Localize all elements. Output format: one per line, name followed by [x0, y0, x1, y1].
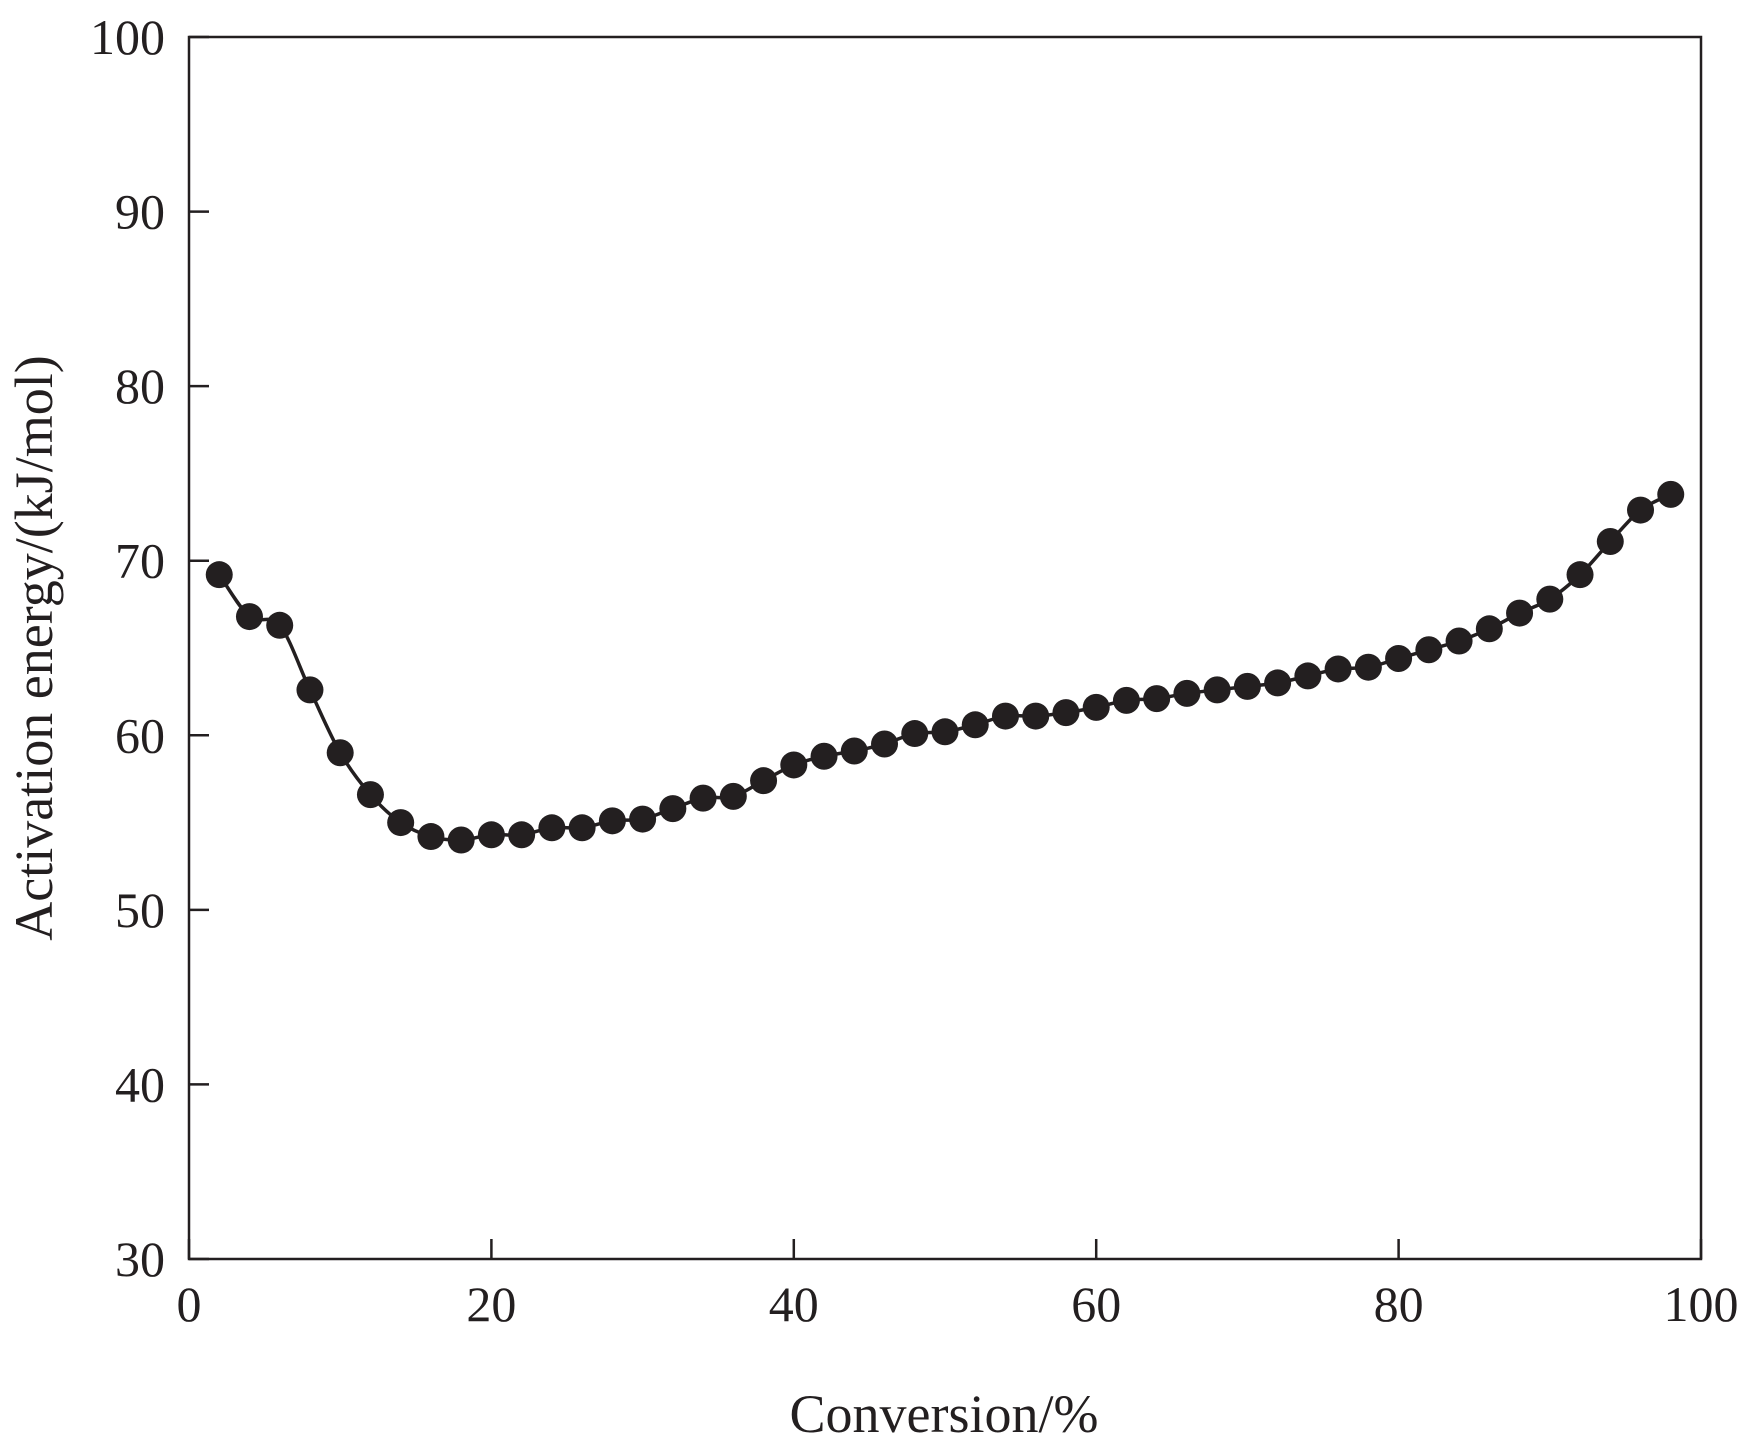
x-tick-label: 0 — [177, 1276, 202, 1332]
plot-frame — [187, 35, 1703, 1261]
fit-line — [217, 492, 1672, 842]
data-point — [901, 720, 929, 748]
data-point — [508, 821, 536, 849]
data-point — [1082, 693, 1110, 721]
data-point — [1233, 672, 1261, 700]
data-point — [1264, 669, 1292, 697]
data-point — [1324, 655, 1352, 683]
data-point — [1415, 636, 1443, 664]
data-point — [417, 823, 445, 851]
x-tick-label: 40 — [769, 1276, 819, 1332]
tick-labels: 0 20 40 60 80 100 30 40 50 60 70 80 90 100 — [90, 9, 1739, 1332]
data-point — [1112, 686, 1140, 714]
data-point — [1627, 496, 1655, 524]
data-point — [810, 742, 838, 770]
data-point — [1566, 561, 1594, 589]
data-point — [840, 737, 868, 765]
data-point — [356, 781, 384, 809]
data-point — [205, 561, 233, 589]
data-point — [1203, 676, 1231, 704]
data-point — [780, 751, 808, 779]
x-tick-label: 20 — [466, 1276, 516, 1332]
data-point — [1022, 702, 1050, 730]
data-point — [1143, 685, 1171, 713]
data-point — [629, 805, 657, 833]
y-tick-label: 30 — [115, 1231, 165, 1287]
x-tick-label: 100 — [1664, 1276, 1739, 1332]
data-point — [931, 718, 959, 746]
data-point — [1445, 627, 1473, 655]
data-point — [235, 603, 263, 631]
data-point — [296, 676, 324, 704]
data-point — [477, 821, 505, 849]
y-tick-label: 50 — [115, 882, 165, 938]
y-tick-label: 40 — [115, 1056, 165, 1112]
data-point — [750, 767, 778, 795]
y-tick-label: 80 — [115, 358, 165, 414]
data-point — [538, 814, 566, 842]
data-point — [1385, 644, 1413, 672]
data-point — [266, 611, 294, 639]
axis-ticks — [187, 35, 1703, 1261]
data-point — [598, 807, 626, 835]
data-point — [689, 784, 717, 812]
x-tick-label: 60 — [1071, 1276, 1121, 1332]
y-tick-label: 100 — [90, 9, 165, 65]
x-tick-label: 80 — [1374, 1276, 1424, 1332]
data-points — [205, 480, 1685, 854]
data-point — [1657, 480, 1685, 508]
data-point — [326, 739, 354, 767]
data-point — [447, 826, 475, 854]
data-point — [387, 809, 415, 837]
data-point — [1173, 679, 1201, 707]
data-point — [1052, 699, 1080, 727]
data-point — [719, 782, 747, 810]
data-point — [961, 711, 989, 739]
data-point — [659, 795, 687, 823]
data-point — [871, 730, 899, 758]
y-tick-label: 60 — [115, 707, 165, 763]
data-point — [1596, 528, 1624, 556]
data-point — [1475, 615, 1503, 643]
data-point — [1294, 662, 1322, 690]
y-axis-label: Activation energy/(kJ/mol) — [4, 355, 64, 940]
data-point — [1354, 653, 1382, 681]
data-point — [1506, 599, 1534, 627]
x-axis-label: Conversion/% — [790, 1384, 1099, 1444]
data-point — [991, 702, 1019, 730]
data-point — [568, 814, 596, 842]
data-point — [1536, 585, 1564, 613]
y-tick-label: 90 — [115, 184, 165, 240]
y-tick-label: 70 — [115, 533, 165, 589]
